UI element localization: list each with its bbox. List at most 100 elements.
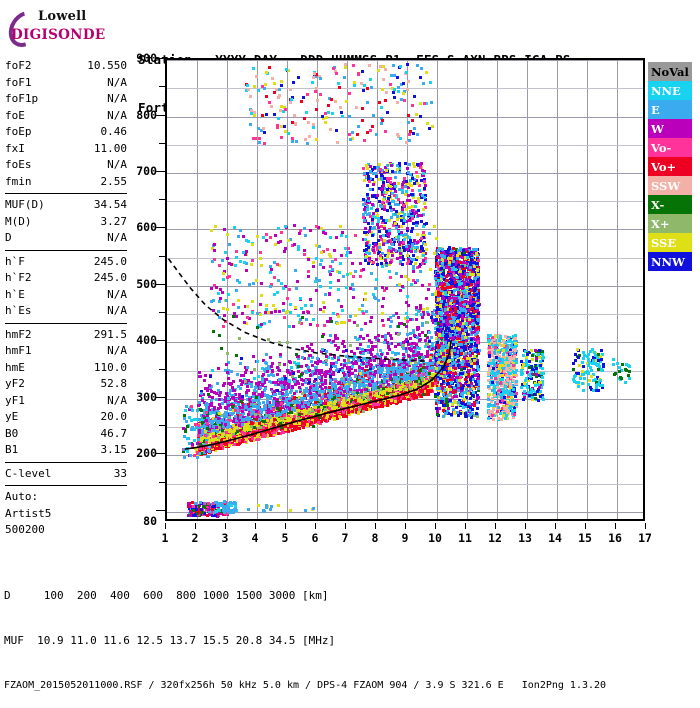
- y-axis-tick-mark: [156, 227, 165, 228]
- param-row: h`E N/A: [5, 287, 127, 304]
- param-row: hmF1 N/A: [5, 343, 127, 360]
- param-key: yE: [5, 409, 18, 426]
- param-value: N/A: [107, 75, 127, 92]
- lowell-digisonde-logo: Lowell DIGISONDE: [8, 8, 128, 50]
- param-row: fxI 11.00: [5, 141, 127, 158]
- param-row: h`F 245.0: [5, 254, 127, 271]
- param-row: hmF2 291.5: [5, 327, 127, 344]
- param-key: foEp: [5, 124, 32, 141]
- param-value: 3.27: [101, 214, 128, 231]
- param-key: B1: [5, 442, 18, 459]
- param-value: N/A: [107, 91, 127, 108]
- param-row: foEp 0.46: [5, 124, 127, 141]
- param-row: D N/A: [5, 230, 127, 247]
- param-key: foEs: [5, 157, 32, 174]
- y-axis-tick-label: 600: [136, 220, 157, 234]
- y-axis-tick-mark: [156, 284, 165, 285]
- param-value: 11.00: [94, 141, 127, 158]
- param-row: yF1 N/A: [5, 393, 127, 410]
- param-key: C-level: [5, 466, 51, 483]
- param-value: 245.0: [94, 270, 127, 287]
- param-value: 245.0: [94, 254, 127, 271]
- param-key: h`F: [5, 254, 25, 271]
- param-auto-label: Auto:: [5, 489, 127, 506]
- param-divider: [5, 250, 127, 251]
- param-value: N/A: [107, 230, 127, 247]
- param-key: hmE: [5, 360, 25, 377]
- param-value: N/A: [107, 157, 127, 174]
- param-value: 0.46: [101, 124, 128, 141]
- param-auto-code: 500200: [5, 522, 127, 539]
- param-row: yF2 52.8: [5, 376, 127, 393]
- ionogram-plot-area[interactable]: [165, 58, 645, 521]
- param-value: 10.550: [87, 58, 127, 75]
- param-key: yF2: [5, 376, 25, 393]
- param-key: MUF(D): [5, 197, 45, 214]
- param-key: h`E: [5, 287, 25, 304]
- param-row: B0 46.7: [5, 426, 127, 443]
- param-value: N/A: [107, 303, 127, 320]
- param-value: 110.0: [94, 360, 127, 377]
- param-key: fmin: [5, 174, 32, 191]
- param-key: yF1: [5, 393, 25, 410]
- y-axis-tick-label: 200: [136, 446, 157, 460]
- param-row: foE N/A: [5, 108, 127, 125]
- param-key: hmF2: [5, 327, 32, 344]
- y-axis-tick-marks: [155, 58, 165, 521]
- param-divider: [5, 485, 127, 486]
- y-axis-tick-mark: [156, 115, 165, 116]
- param-key: B0: [5, 426, 18, 443]
- param-row: M(D) 3.27: [5, 214, 127, 231]
- param-value: 46.7: [101, 426, 128, 443]
- param-key: D: [5, 230, 12, 247]
- logo-digisonde-text: DIGISONDE: [11, 27, 105, 43]
- logo-lowell-text: Lowell: [38, 9, 86, 24]
- param-value: 2.55: [101, 174, 128, 191]
- param-key: fxI: [5, 141, 25, 158]
- y-axis-tick-mark: [156, 171, 165, 172]
- param-value: N/A: [107, 393, 127, 410]
- param-value: 52.8: [101, 376, 128, 393]
- param-value: N/A: [107, 287, 127, 304]
- y-axis-tick-mark: [156, 453, 165, 454]
- param-row: yE 20.0: [5, 409, 127, 426]
- param-row: h`Es N/A: [5, 303, 127, 320]
- param-row: foF2 10.550: [5, 58, 127, 75]
- param-row: foF1 N/A: [5, 75, 127, 92]
- param-row: MUF(D) 34.54: [5, 197, 127, 214]
- param-divider: [5, 193, 127, 194]
- y-axis-tick-mark: [156, 510, 165, 511]
- param-value: 291.5: [94, 327, 127, 344]
- param-divider: [5, 323, 127, 324]
- y-axis-tick-label: 300: [136, 390, 157, 404]
- param-key: h`F2: [5, 270, 32, 287]
- param-key: h`Es: [5, 303, 32, 320]
- param-divider: [5, 462, 127, 463]
- y-axis-tick-mark: [156, 397, 165, 398]
- param-row: B1 3.15: [5, 442, 127, 459]
- param-key: foF2: [5, 58, 32, 75]
- y-axis-tick-label: 800: [136, 108, 157, 122]
- y-axis-tick-mark: [156, 340, 165, 341]
- param-row: C-level 33: [5, 466, 127, 483]
- param-value: 33: [114, 466, 127, 483]
- param-auto-name: Artist5: [5, 506, 127, 523]
- y-axis-tick-label: 900: [136, 51, 157, 65]
- param-row: hmE 110.0: [5, 360, 127, 377]
- param-value: 34.54: [94, 197, 127, 214]
- param-value: N/A: [107, 108, 127, 125]
- param-row: fmin 2.55: [5, 174, 127, 191]
- param-value: N/A: [107, 343, 127, 360]
- param-key: foE: [5, 108, 25, 125]
- y-axis-tick-label: 700: [136, 164, 157, 178]
- param-key: hmF1: [5, 343, 32, 360]
- param-key: M(D): [5, 214, 32, 231]
- param-value: 3.15: [101, 442, 128, 459]
- param-value: 20.0: [101, 409, 128, 426]
- param-row: h`F2 245.0: [5, 270, 127, 287]
- y-axis-tick-mark: [156, 58, 165, 59]
- param-key: foF1: [5, 75, 32, 92]
- y-axis-tick-label: 400: [136, 333, 157, 347]
